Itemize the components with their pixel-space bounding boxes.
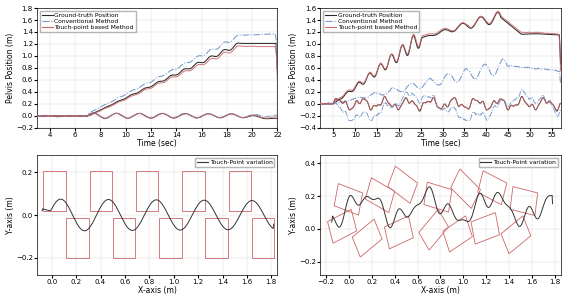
X-axis label: X-axis (m): X-axis (m): [421, 287, 460, 296]
Bar: [501, 216, 531, 254]
Y-axis label: Y-axis (m): Y-axis (m): [289, 196, 298, 234]
Bar: [451, 169, 480, 209]
Legend: Ground-truth Position, Conventional Method, Touch-point based Method: Ground-truth Position, Conventional Meth…: [323, 11, 419, 32]
Bar: [477, 171, 507, 205]
Bar: [328, 209, 357, 243]
Bar: [229, 171, 251, 211]
Legend: Ground-truth Position, Conventional Method, Touch-point based Method: Ground-truth Position, Conventional Meth…: [40, 11, 136, 32]
Bar: [384, 216, 413, 249]
X-axis label: Time (sec): Time (sec): [137, 139, 177, 148]
Bar: [365, 178, 395, 213]
Bar: [443, 216, 472, 252]
Bar: [252, 218, 274, 258]
Bar: [205, 218, 228, 258]
Bar: [510, 187, 538, 216]
Bar: [113, 218, 136, 258]
X-axis label: Time (sec): Time (sec): [421, 139, 460, 148]
Bar: [159, 218, 181, 258]
Bar: [90, 171, 112, 211]
Y-axis label: Y-axis (m): Y-axis (m): [6, 196, 15, 234]
Y-axis label: Pelvis Position (m): Pelvis Position (m): [289, 33, 298, 103]
Bar: [66, 218, 89, 258]
Bar: [352, 219, 382, 257]
Bar: [388, 166, 417, 203]
Bar: [43, 171, 66, 211]
Bar: [334, 184, 363, 215]
Legend: Touch-Point variation: Touch-Point variation: [196, 158, 274, 167]
Bar: [424, 182, 452, 212]
Bar: [136, 171, 159, 211]
X-axis label: X-axis (m): X-axis (m): [138, 287, 177, 296]
Bar: [182, 171, 205, 211]
Bar: [471, 213, 500, 244]
Legend: Touch-Point variation: Touch-Point variation: [479, 158, 557, 167]
Y-axis label: Pelvis Position (m): Pelvis Position (m): [6, 33, 15, 103]
Bar: [419, 209, 448, 250]
